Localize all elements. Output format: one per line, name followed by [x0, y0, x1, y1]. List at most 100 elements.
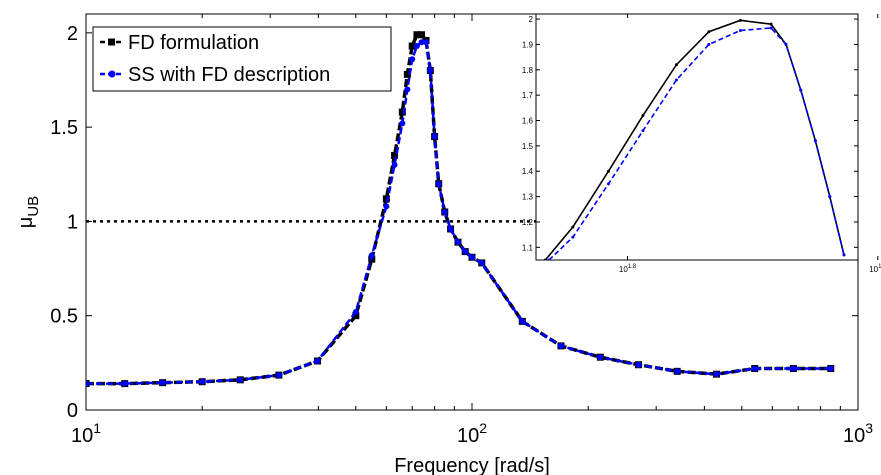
inset-plot-layer: 1.1 1.2 1.3 1.4 1.5 1.6 1.7 1.8 1.9 2 101.8 101.9: [522, 14, 881, 274]
inset-data-point: [571, 225, 575, 229]
x-tick-label: 102: [457, 420, 487, 447]
data-point: [404, 86, 411, 93]
main-plot-layer: 0 0.5 1 1.5 2 101 102 103: [50, 14, 873, 447]
data-point: [418, 31, 426, 39]
svg-text:μUB: μUB: [15, 196, 42, 228]
y-tick-label: 1: [67, 211, 78, 233]
inset-data-point: [674, 78, 678, 82]
data-point: [408, 42, 416, 50]
data-point: [431, 133, 438, 140]
y-tick-label: 2: [67, 23, 78, 45]
series-ss-fd-description: [86, 39, 834, 387]
inset-data-point: [813, 139, 817, 143]
data-point: [275, 372, 282, 379]
data-point: [469, 254, 475, 261]
y-tick-label: 1.5: [50, 117, 78, 139]
data-point: [403, 70, 411, 78]
inset-data-point: [543, 258, 547, 260]
data-point: [713, 371, 720, 378]
inset-x-tick-label: 101.9: [869, 264, 881, 274]
inset-data-point: [707, 30, 711, 34]
inset-y-tick-label: 1.4: [522, 167, 534, 176]
inset-data-point: [674, 63, 678, 67]
data-point: [398, 108, 406, 116]
inset-data-point: [606, 169, 610, 173]
series-line: [86, 41, 831, 385]
inset-y-tick-label: 1.2: [522, 218, 534, 227]
data-point: [368, 252, 375, 259]
data-point: [199, 378, 206, 385]
inset-x-tick-label: 101.8: [619, 264, 637, 274]
inset-data-point: [769, 22, 773, 26]
data-point: [413, 43, 420, 50]
inset-data-point: [738, 18, 742, 22]
inset-data-point: [769, 26, 773, 30]
inset-y-tick-label: 1.1: [522, 243, 534, 252]
legend: FD formulation SS with FD description: [92, 26, 392, 92]
inset-data-point: [784, 42, 788, 46]
data-point: [121, 380, 128, 387]
data-point: [383, 203, 390, 210]
data-point: [237, 376, 244, 383]
legend-label-ss: SS with FD description: [128, 64, 330, 86]
inset-data-point: [641, 113, 645, 117]
data-point: [314, 357, 321, 364]
data-point: [827, 365, 834, 372]
data-point: [418, 39, 425, 46]
data-point: [391, 151, 399, 159]
data-point: [790, 365, 797, 372]
inset-y-tick-label: 1.9: [522, 40, 534, 49]
data-point: [441, 209, 448, 215]
inset-series-ss-fd-description: [547, 26, 846, 260]
inset-data-point: [828, 195, 832, 199]
data-point: [86, 380, 89, 387]
data-point: [382, 195, 390, 203]
data-point: [413, 31, 421, 39]
data-point: [427, 67, 434, 74]
data-point: [635, 361, 642, 368]
data-point: [519, 318, 526, 325]
data-point: [751, 365, 758, 372]
inset-y-tick-label: 1.8: [522, 66, 534, 75]
inset-data-point: [547, 258, 551, 260]
inset-y-tick-label: 2: [529, 15, 534, 24]
data-point: [409, 56, 416, 63]
inset-y-tick-label: 1.3: [522, 193, 534, 202]
y-axis-label: μUB: [15, 196, 42, 228]
x-axis-label: Frequency [rad/s]: [394, 455, 550, 475]
y-axis-label-main: μ: [15, 217, 37, 229]
y-axis-label-sub: UB: [25, 196, 42, 217]
data-point: [462, 248, 469, 255]
data-point: [391, 161, 398, 168]
inset-plot-frame: [535, 13, 859, 261]
data-point: [435, 180, 442, 187]
legend-label-fd: FD formulation: [128, 32, 259, 54]
legend-marker-fd: [108, 38, 115, 46]
inset-y-tick-label: 1.6: [522, 117, 534, 126]
data-point: [352, 312, 360, 320]
data-point: [557, 342, 564, 349]
legend-box: [92, 26, 392, 92]
y-tick-label: 0: [67, 400, 78, 422]
data-point: [352, 308, 359, 315]
inset-data-point: [842, 253, 846, 257]
inset-data-point: [606, 182, 610, 186]
inset-y-tick-label: 1.7: [522, 91, 534, 100]
y-tick-label: 0.5: [50, 306, 78, 328]
data-point: [478, 259, 485, 266]
x-tick-label: 101: [71, 420, 101, 447]
data-point: [422, 39, 429, 46]
inset-data-point: [571, 235, 575, 239]
inset-y-tick-label: 1.5: [522, 142, 534, 151]
x-tick-label: 103: [843, 420, 873, 447]
inset-data-point: [641, 129, 645, 133]
inset-data-point: [738, 28, 742, 32]
inset-data-point: [799, 88, 803, 92]
inset-data-point: [707, 42, 711, 46]
data-point: [674, 368, 681, 375]
data-point: [159, 379, 166, 386]
data-point: [597, 354, 604, 361]
data-point: [455, 239, 462, 246]
data-point: [447, 225, 454, 232]
